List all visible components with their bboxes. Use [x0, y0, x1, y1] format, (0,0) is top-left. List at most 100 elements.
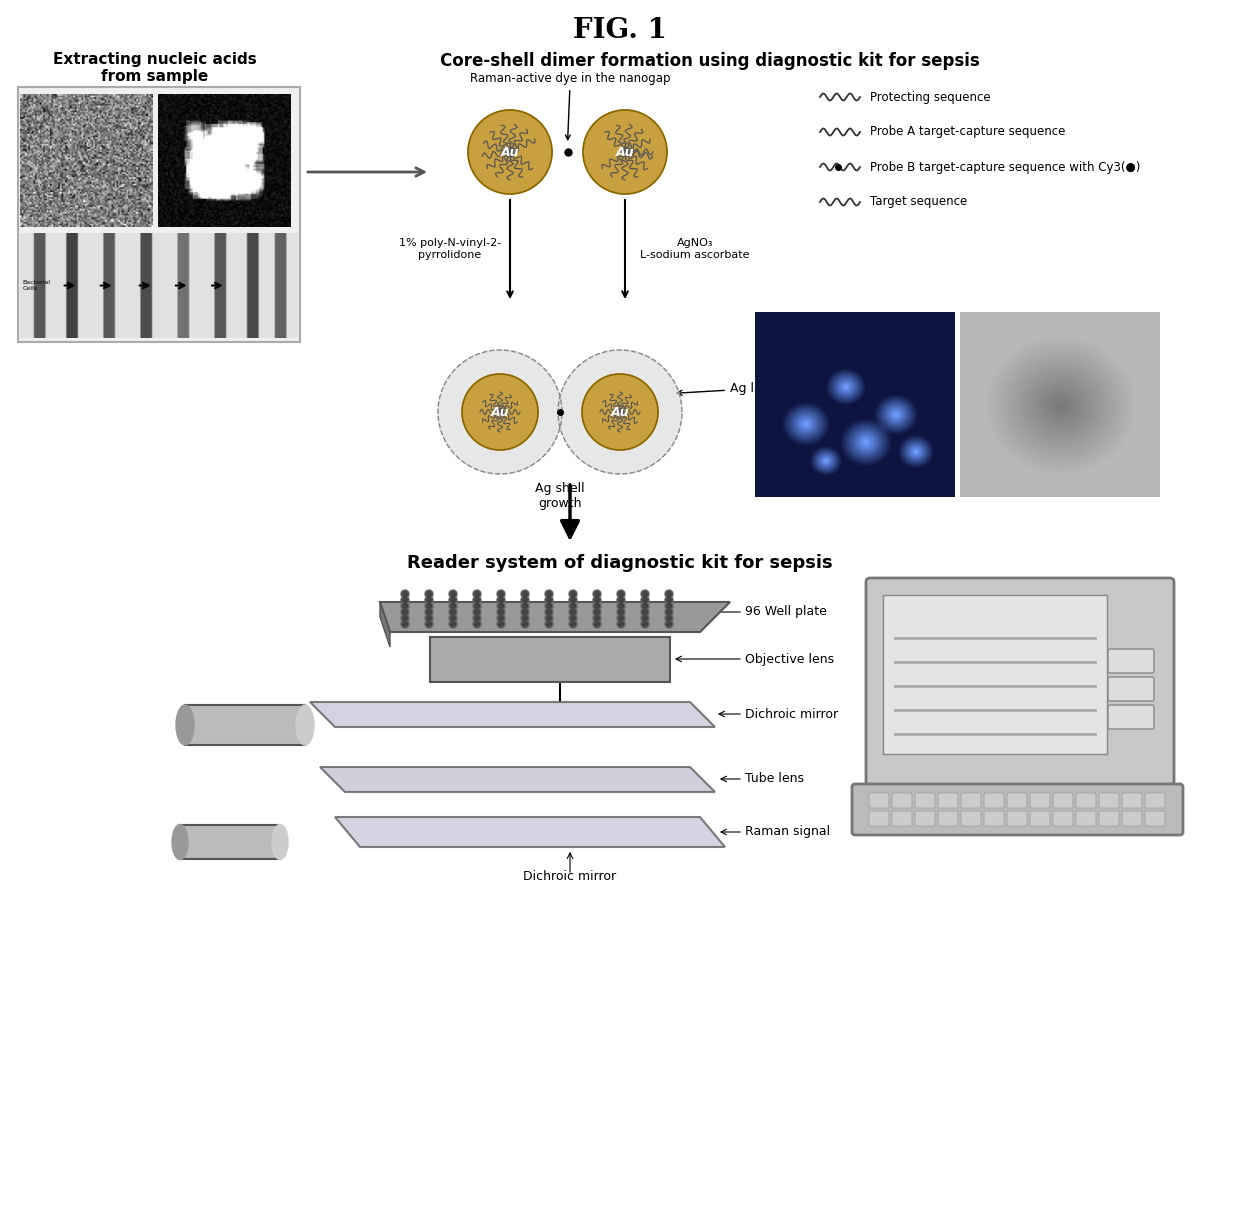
Circle shape — [521, 614, 529, 622]
Text: Probe B target-capture sequence with Cy3(●): Probe B target-capture sequence with Cy3… — [870, 160, 1141, 173]
Circle shape — [521, 596, 529, 604]
Text: Extracting nucleic acids
from sample: Extracting nucleic acids from sample — [53, 52, 257, 85]
Text: Au: Au — [616, 145, 634, 159]
FancyBboxPatch shape — [961, 793, 981, 808]
Circle shape — [667, 610, 672, 614]
Circle shape — [498, 622, 503, 627]
Circle shape — [427, 616, 432, 621]
Circle shape — [569, 590, 577, 598]
Text: AgNO₃
L-sodium ascorbate: AgNO₃ L-sodium ascorbate — [640, 239, 750, 259]
Circle shape — [594, 622, 599, 627]
Circle shape — [450, 622, 455, 627]
FancyBboxPatch shape — [1030, 793, 1050, 808]
Circle shape — [547, 622, 552, 627]
Circle shape — [593, 614, 601, 622]
FancyBboxPatch shape — [869, 811, 889, 827]
Circle shape — [472, 608, 481, 616]
Text: Raman-active dye in the nanogap: Raman-active dye in the nanogap — [470, 72, 671, 139]
Ellipse shape — [296, 705, 314, 745]
Polygon shape — [180, 825, 280, 859]
Circle shape — [569, 614, 577, 622]
Circle shape — [570, 616, 575, 621]
Circle shape — [449, 602, 458, 610]
Circle shape — [472, 602, 481, 610]
Circle shape — [522, 598, 527, 602]
Polygon shape — [558, 350, 682, 474]
Circle shape — [521, 608, 529, 616]
Ellipse shape — [176, 705, 193, 745]
Circle shape — [593, 608, 601, 616]
Circle shape — [497, 602, 505, 610]
Circle shape — [521, 621, 529, 628]
FancyBboxPatch shape — [1030, 811, 1050, 827]
Text: Au: Au — [491, 406, 510, 418]
Circle shape — [475, 616, 480, 621]
Circle shape — [546, 590, 553, 598]
Circle shape — [497, 608, 505, 616]
Circle shape — [546, 602, 553, 610]
Circle shape — [425, 596, 433, 604]
Circle shape — [569, 608, 577, 616]
Text: Ag shell
growth: Ag shell growth — [536, 482, 585, 510]
FancyBboxPatch shape — [985, 811, 1004, 827]
Circle shape — [425, 621, 433, 628]
Circle shape — [547, 610, 552, 614]
Circle shape — [641, 621, 649, 628]
Polygon shape — [185, 705, 305, 745]
Circle shape — [570, 610, 575, 614]
Circle shape — [594, 616, 599, 621]
Circle shape — [619, 598, 624, 602]
Circle shape — [619, 622, 624, 627]
Circle shape — [401, 614, 409, 622]
Circle shape — [642, 598, 647, 602]
FancyBboxPatch shape — [1109, 705, 1154, 728]
Text: Tube lens: Tube lens — [745, 772, 804, 785]
FancyBboxPatch shape — [1053, 793, 1073, 808]
Circle shape — [593, 596, 601, 604]
Text: 96 Well plate: 96 Well plate — [745, 606, 827, 618]
Circle shape — [403, 598, 408, 602]
Circle shape — [593, 590, 601, 598]
Circle shape — [642, 610, 647, 614]
FancyBboxPatch shape — [1109, 648, 1154, 673]
Circle shape — [619, 616, 624, 621]
Circle shape — [522, 622, 527, 627]
Circle shape — [618, 596, 625, 604]
Circle shape — [475, 598, 480, 602]
Polygon shape — [320, 767, 715, 791]
FancyBboxPatch shape — [1076, 793, 1096, 808]
Circle shape — [665, 602, 673, 610]
FancyBboxPatch shape — [1053, 811, 1073, 827]
FancyBboxPatch shape — [1099, 811, 1118, 827]
Circle shape — [569, 596, 577, 604]
Polygon shape — [379, 602, 730, 631]
FancyBboxPatch shape — [1109, 678, 1154, 701]
Circle shape — [642, 616, 647, 621]
FancyBboxPatch shape — [961, 811, 981, 827]
Circle shape — [618, 614, 625, 622]
Polygon shape — [467, 110, 552, 194]
Circle shape — [594, 610, 599, 614]
Circle shape — [522, 604, 527, 608]
Circle shape — [570, 622, 575, 627]
Circle shape — [450, 591, 455, 596]
Polygon shape — [463, 375, 538, 450]
Text: Dichroic mirror: Dichroic mirror — [745, 708, 838, 720]
Circle shape — [401, 596, 409, 604]
Circle shape — [665, 621, 673, 628]
Circle shape — [522, 616, 527, 621]
FancyBboxPatch shape — [1007, 811, 1027, 827]
Circle shape — [497, 614, 505, 622]
FancyBboxPatch shape — [985, 793, 1004, 808]
Circle shape — [641, 590, 649, 598]
Circle shape — [427, 598, 432, 602]
Circle shape — [427, 591, 432, 596]
Circle shape — [642, 622, 647, 627]
Circle shape — [449, 608, 458, 616]
Circle shape — [642, 604, 647, 608]
Circle shape — [475, 604, 480, 608]
FancyBboxPatch shape — [866, 578, 1174, 787]
Circle shape — [401, 590, 409, 598]
Circle shape — [449, 590, 458, 598]
FancyBboxPatch shape — [1122, 811, 1142, 827]
